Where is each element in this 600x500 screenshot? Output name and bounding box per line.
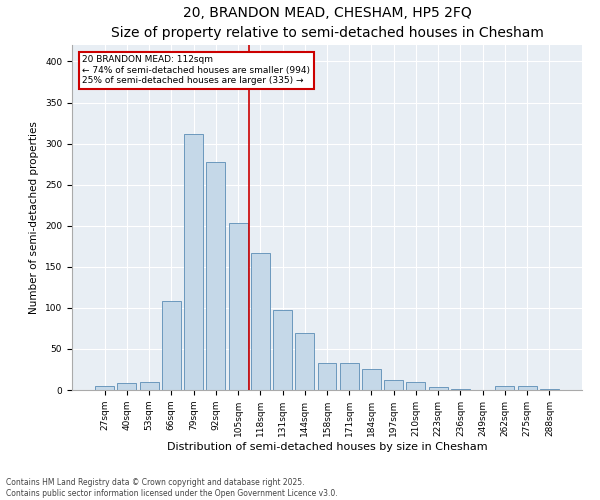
Bar bbox=[95, 386, 114, 390]
Bar bbox=[184, 134, 203, 390]
Y-axis label: Number of semi-detached properties: Number of semi-detached properties bbox=[29, 121, 40, 314]
Bar bbox=[118, 384, 136, 390]
Bar bbox=[362, 370, 381, 390]
Bar bbox=[229, 223, 248, 390]
Title: 20, BRANDON MEAD, CHESHAM, HP5 2FQ
Size of property relative to semi-detached ho: 20, BRANDON MEAD, CHESHAM, HP5 2FQ Size … bbox=[110, 6, 544, 40]
Bar bbox=[162, 302, 181, 390]
Bar bbox=[540, 389, 559, 390]
Bar bbox=[384, 380, 403, 390]
Bar bbox=[295, 334, 314, 390]
X-axis label: Distribution of semi-detached houses by size in Chesham: Distribution of semi-detached houses by … bbox=[167, 442, 487, 452]
Bar bbox=[451, 389, 470, 390]
Bar bbox=[406, 382, 425, 390]
Bar bbox=[140, 382, 158, 390]
Bar bbox=[340, 363, 359, 390]
Bar bbox=[317, 363, 337, 390]
Text: Contains HM Land Registry data © Crown copyright and database right 2025.
Contai: Contains HM Land Registry data © Crown c… bbox=[6, 478, 338, 498]
Text: 20 BRANDON MEAD: 112sqm
← 74% of semi-detached houses are smaller (994)
25% of s: 20 BRANDON MEAD: 112sqm ← 74% of semi-de… bbox=[82, 56, 310, 85]
Bar bbox=[206, 162, 225, 390]
Bar bbox=[496, 386, 514, 390]
Bar bbox=[251, 253, 270, 390]
Bar bbox=[518, 386, 536, 390]
Bar bbox=[273, 310, 292, 390]
Bar bbox=[429, 386, 448, 390]
